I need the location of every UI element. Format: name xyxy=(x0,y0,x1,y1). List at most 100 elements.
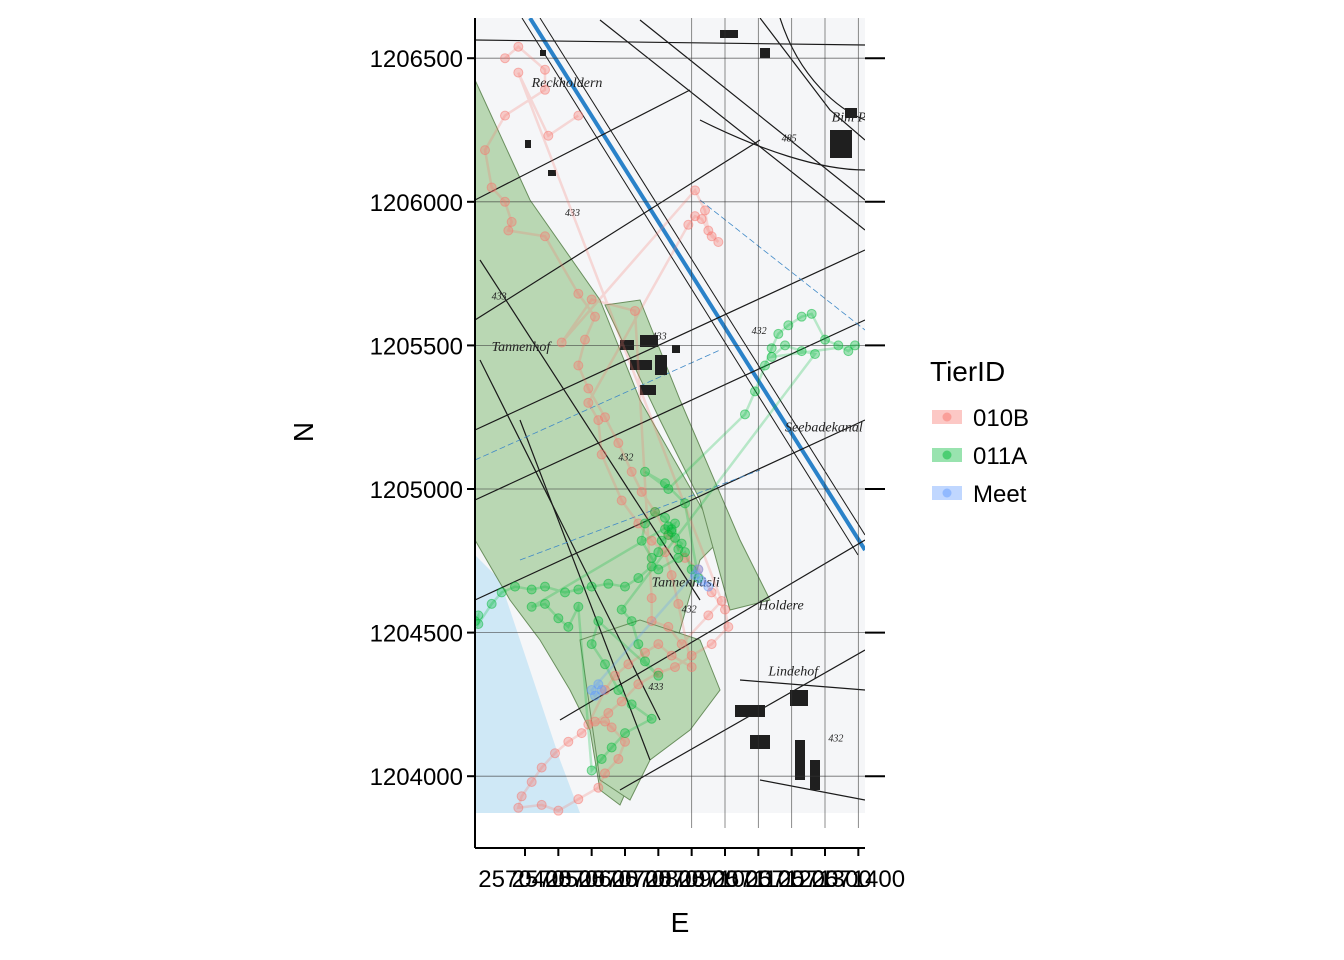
point-011A xyxy=(526,584,537,595)
point-011A xyxy=(676,538,687,549)
point-010B xyxy=(513,802,524,813)
legend-label: Meet xyxy=(973,481,1027,508)
point-011A xyxy=(603,578,614,589)
legend-label: 010B xyxy=(973,405,1029,432)
point-011A xyxy=(820,334,830,345)
point-011A xyxy=(640,466,650,477)
x-tick-label: 2571000 xyxy=(678,866,771,893)
map-place-label: 433 xyxy=(648,682,663,693)
y-tick-label: 1206000 xyxy=(370,190,463,217)
point-010B xyxy=(623,659,634,670)
point-010B xyxy=(606,722,617,733)
point-010B xyxy=(500,110,510,121)
point-011A xyxy=(596,753,607,764)
point-010B xyxy=(673,598,684,609)
point-011A xyxy=(750,386,760,397)
y-tick-label: 1205500 xyxy=(370,333,463,360)
point-010B xyxy=(696,214,707,225)
point-010B xyxy=(573,110,584,121)
point-010B xyxy=(583,383,594,394)
point-010B xyxy=(713,237,724,248)
grid-lines xyxy=(475,18,865,828)
point-011A xyxy=(660,512,670,523)
point-010B xyxy=(603,708,614,719)
point-011A xyxy=(653,564,664,575)
axes xyxy=(474,18,865,849)
point-010B xyxy=(576,728,587,739)
point-Meet xyxy=(690,570,700,581)
point-010B xyxy=(536,762,547,773)
legend-key-point xyxy=(942,450,952,460)
point-010B xyxy=(613,438,624,449)
point-010B xyxy=(686,650,697,661)
point-011A xyxy=(616,604,627,615)
point-010B xyxy=(600,716,610,727)
map-place-label: 432 xyxy=(618,452,633,463)
point-011A xyxy=(740,409,750,420)
point-011A xyxy=(646,552,657,563)
point-010B xyxy=(646,535,657,546)
point-010B xyxy=(540,64,550,75)
map-place-label: 485 xyxy=(782,133,797,144)
point-010B xyxy=(676,639,687,650)
y-tick-label: 1204000 xyxy=(370,764,463,791)
point-010B xyxy=(573,360,584,371)
point-010B xyxy=(516,791,527,802)
point-010B xyxy=(536,799,547,810)
point-011A xyxy=(475,616,480,627)
point-011A xyxy=(646,713,657,724)
x-tick-label: 2570800 xyxy=(612,866,705,893)
map-place-label: 433 xyxy=(492,291,507,302)
point-011A xyxy=(573,601,584,612)
point-011A xyxy=(563,621,574,632)
point-010B xyxy=(573,288,584,299)
point-010B xyxy=(590,311,600,322)
point-010B xyxy=(610,670,620,681)
point-011A xyxy=(660,478,670,489)
y-tick-label: 1204500 xyxy=(370,621,463,648)
point-011A xyxy=(806,308,817,319)
point-011A xyxy=(573,584,584,595)
point-011A xyxy=(540,598,550,609)
point-010B xyxy=(600,685,610,696)
point-011A xyxy=(796,311,807,322)
point-011A xyxy=(843,346,854,357)
point-011A xyxy=(620,728,630,739)
point-011A xyxy=(766,343,777,354)
point-010B xyxy=(686,662,697,673)
point-011A xyxy=(670,532,680,543)
legend-entry-011A: 011A xyxy=(932,443,1027,470)
point-010B xyxy=(596,449,607,460)
point-011A xyxy=(850,340,860,351)
point-011A xyxy=(586,639,597,650)
x-axis-title: E xyxy=(671,907,690,938)
x-tick-label: 2571400 xyxy=(812,866,905,893)
point-011A xyxy=(653,547,664,558)
point-010B xyxy=(653,639,664,650)
point-010B xyxy=(646,593,657,604)
forest-patch xyxy=(579,619,721,801)
point-011A xyxy=(670,518,680,529)
point-011A xyxy=(526,601,537,612)
point-010B xyxy=(666,570,677,581)
point-010B xyxy=(703,610,714,621)
point-011A xyxy=(680,547,690,558)
x-tick-label: 2570700 xyxy=(578,866,671,893)
point-Meet xyxy=(593,679,604,690)
point-010B xyxy=(593,782,604,793)
point-010B xyxy=(586,294,597,305)
point-011A xyxy=(626,616,637,627)
point-011A xyxy=(660,524,670,535)
point-011A xyxy=(600,659,610,670)
point-011A xyxy=(653,670,664,681)
point-010B xyxy=(526,776,537,787)
point-010B xyxy=(503,225,514,236)
x-tick-label: 2571200 xyxy=(745,866,838,893)
point-011A xyxy=(620,581,630,592)
point-010B xyxy=(556,337,567,348)
legend-entry-Meet: Meet xyxy=(932,481,1027,508)
point-010B xyxy=(716,596,727,607)
point-011A xyxy=(833,340,844,351)
point-011A xyxy=(656,535,667,546)
